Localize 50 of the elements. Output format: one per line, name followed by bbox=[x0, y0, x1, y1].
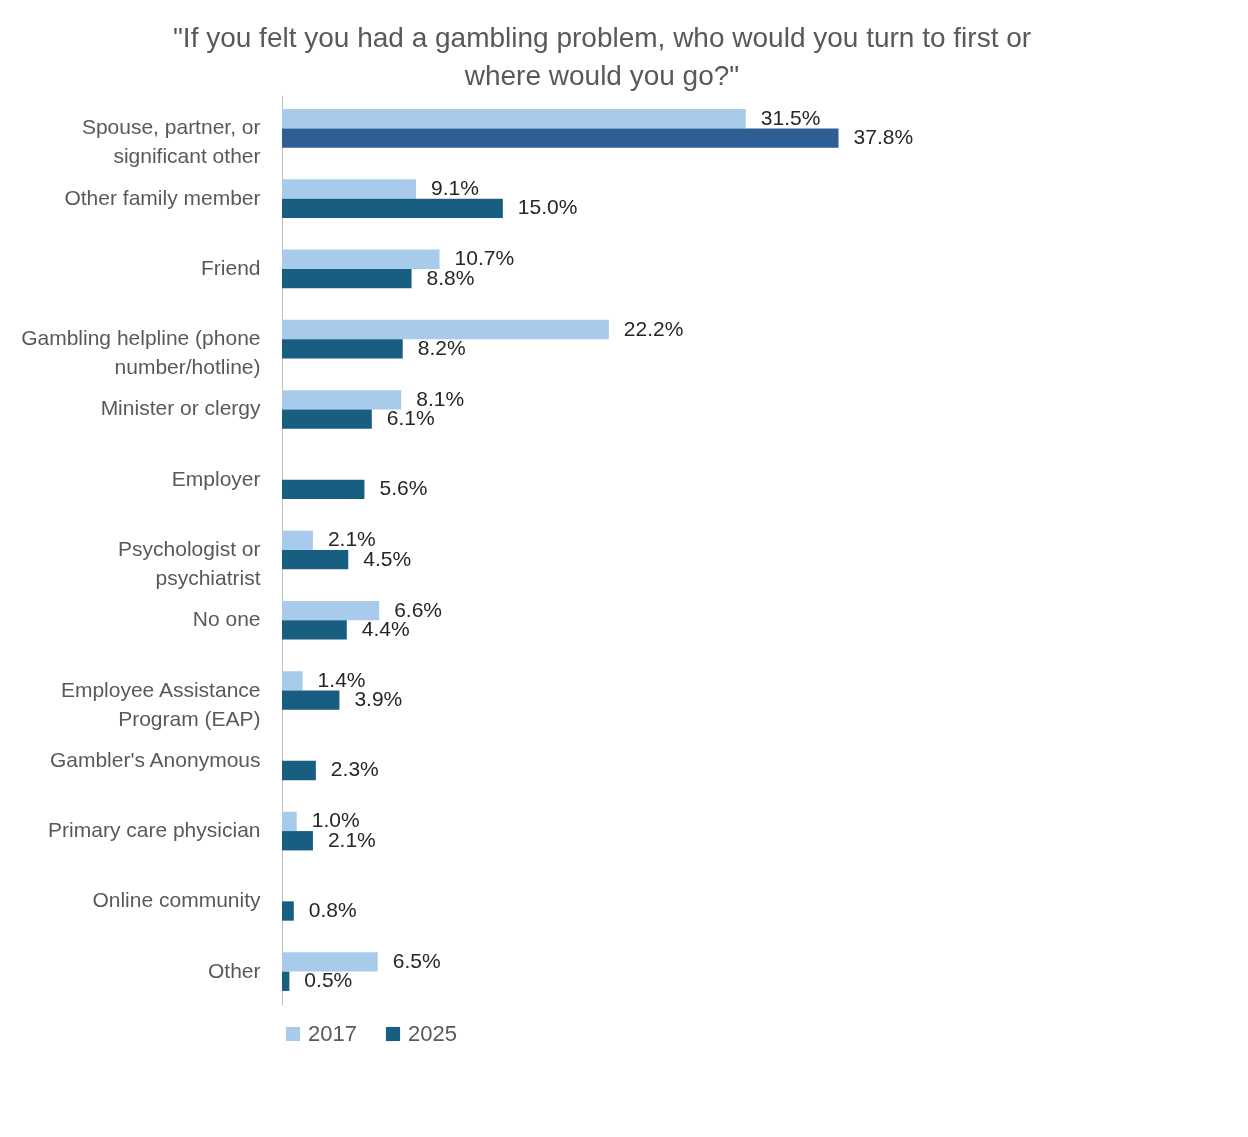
y-tick-label: Spouse, partner, or significant other bbox=[81, 115, 261, 168]
bar bbox=[282, 690, 340, 710]
y-tick-label: Minister or clergy bbox=[100, 396, 261, 420]
bar bbox=[282, 901, 294, 921]
data-label: 9.1% bbox=[430, 175, 479, 199]
legend-label: 2025 bbox=[408, 1021, 457, 1046]
bar bbox=[282, 760, 316, 781]
y-tick-label: Online community bbox=[92, 888, 261, 912]
data-label: 2.3% bbox=[330, 757, 379, 781]
data-label: 8.2% bbox=[417, 335, 466, 359]
bar bbox=[282, 268, 412, 289]
bar bbox=[282, 109, 746, 129]
y-tick-label: Friend bbox=[200, 255, 261, 279]
y-tick-label: Employer bbox=[171, 466, 261, 490]
bar bbox=[282, 479, 365, 500]
bar bbox=[282, 319, 609, 340]
data-label: 0.8% bbox=[308, 898, 357, 922]
chart-title: "If you felt you had a gambling problem, who would you turn to first or where would you go?" bbox=[172, 22, 1032, 91]
legend-label: 2017 bbox=[308, 1021, 357, 1046]
y-tick-label: Primary care physician bbox=[48, 818, 261, 842]
bar bbox=[282, 128, 839, 148]
bar bbox=[282, 620, 347, 640]
y-tick-label: Gambling helpline (phone number/hotline) bbox=[21, 326, 261, 379]
bar bbox=[282, 811, 297, 832]
y-tick-label: Employee Assistance Program (EAP) bbox=[60, 677, 261, 730]
data-label: 31.5% bbox=[760, 105, 821, 129]
bar bbox=[282, 971, 290, 991]
bar bbox=[282, 339, 403, 359]
data-label: 15.0% bbox=[517, 195, 578, 219]
y-tick-label: Psychologist or psychiatrist bbox=[118, 537, 261, 589]
bar bbox=[282, 671, 303, 691]
bar bbox=[282, 530, 313, 550]
bar bbox=[282, 409, 372, 429]
y-tick-label: Other family member bbox=[64, 185, 261, 209]
bar bbox=[282, 390, 402, 410]
data-label: 6.5% bbox=[392, 948, 441, 972]
y-tick-label: No one bbox=[192, 607, 261, 631]
bar bbox=[282, 179, 416, 199]
data-label: 22.2% bbox=[623, 316, 684, 340]
bar bbox=[282, 831, 313, 851]
data-label: 0.5% bbox=[304, 968, 353, 992]
y-tick-label: Gambler's Anonymous bbox=[49, 747, 261, 771]
bar bbox=[282, 198, 503, 218]
bar bbox=[282, 600, 380, 621]
data-label: 37.8% bbox=[853, 125, 914, 149]
bar bbox=[282, 952, 378, 972]
bar bbox=[282, 249, 440, 269]
data-label: 5.6% bbox=[379, 476, 428, 500]
y-tick-label: Other bbox=[207, 958, 261, 982]
bar bbox=[282, 550, 349, 570]
